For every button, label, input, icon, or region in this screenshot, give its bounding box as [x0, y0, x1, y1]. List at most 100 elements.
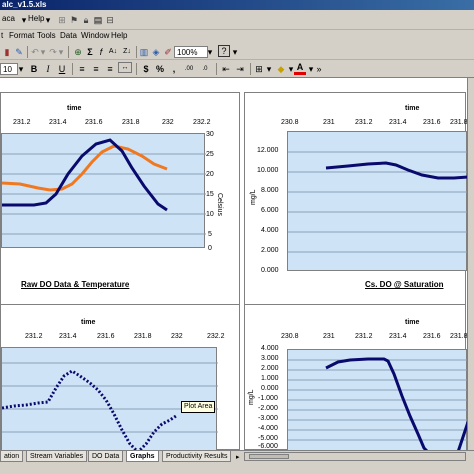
- worksheet[interactable]: time 231.2 231.4 231.6 231.8 232 232.2 3…: [0, 78, 474, 452]
- x-tick: 231.6: [423, 119, 441, 126]
- tab-do-data[interactable]: DO Data: [88, 451, 124, 462]
- menu-help[interactable]: Help: [28, 14, 45, 23]
- plot-area[interactable]: [1, 347, 218, 452]
- worksheet-icon[interactable]: ▤: [93, 15, 103, 25]
- y2-tick: 5: [208, 231, 212, 238]
- dropdown-arrow-icon[interactable]: ▾: [308, 64, 314, 74]
- align-center-icon[interactable]: ≡: [93, 64, 99, 74]
- x-tick: 231.2: [355, 333, 373, 340]
- sort-descending-icon[interactable]: Z↓: [123, 48, 131, 55]
- currency-button[interactable]: $: [143, 64, 149, 74]
- plot-area[interactable]: [287, 131, 468, 271]
- menu-item-aca[interactable]: aca: [2, 14, 15, 23]
- increase-decimal-icon[interactable]: .00: [184, 66, 194, 72]
- dropdown-arrow-icon[interactable]: ▾: [288, 64, 294, 74]
- hyperlink-icon[interactable]: ⊕: [74, 47, 82, 57]
- y-tick: 6.000: [261, 207, 279, 214]
- function-icon[interactable]: f: [99, 47, 103, 57]
- vertical-scrollbar[interactable]: [467, 78, 474, 450]
- y-tick: 10.000: [257, 167, 279, 174]
- plot-area[interactable]: [1, 133, 206, 248]
- dropdown-arrow-icon[interactable]: ▾: [21, 15, 27, 25]
- menu-format[interactable]: Format: [9, 31, 35, 40]
- drawing-icon[interactable]: ✐: [164, 47, 172, 57]
- flag-icon[interactable]: ⚑: [69, 15, 79, 25]
- chart-bottom-left[interactable]: time 231.2 231.4 231.6 231.8 232 232.2 P…: [0, 304, 240, 452]
- font-size-value: 10: [3, 65, 12, 74]
- increase-indent-icon[interactable]: ⇥: [236, 64, 244, 74]
- zoom-value: 100%: [177, 48, 198, 57]
- toolbar-separator: [72, 63, 73, 75]
- autosum-icon[interactable]: Σ: [87, 47, 93, 57]
- menu-item-t[interactable]: t: [1, 31, 4, 40]
- percent-button[interactable]: %: [155, 64, 164, 74]
- x-tick: 232.2: [193, 119, 211, 126]
- redo-icon[interactable]: ↷: [49, 47, 57, 57]
- tab-stream-variables[interactable]: Stream Variables: [26, 451, 88, 462]
- paste-icon[interactable]: ▮: [4, 47, 10, 57]
- y-axis-title: mg/L: [250, 189, 257, 205]
- italic-button[interactable]: I: [46, 64, 50, 74]
- dropdown-arrow-icon[interactable]: ▾: [207, 47, 213, 57]
- x-tick: 231: [323, 119, 335, 126]
- menu-help-main[interactable]: Help: [111, 31, 128, 40]
- y-tick: -4.000: [258, 425, 278, 432]
- sheet-tab-bar: ation Stream Variables DO Data Graphs Pr…: [0, 450, 474, 474]
- fill-color-icon[interactable]: ◆: [277, 64, 285, 74]
- grid-icon[interactable]: ⊞: [58, 15, 66, 25]
- dropdown-arrow-icon[interactable]: ▾: [18, 64, 24, 74]
- plot-area[interactable]: [287, 349, 468, 452]
- menu-data[interactable]: Data: [60, 31, 77, 40]
- x-tick: 232: [162, 119, 174, 126]
- dropdown-arrow-icon[interactable]: ▾: [266, 64, 272, 74]
- format-painter-icon[interactable]: ✎: [15, 47, 23, 57]
- comma-button[interactable]: ,: [172, 64, 176, 74]
- borders-icon[interactable]: ⊞: [255, 64, 263, 74]
- toolbar-options-icon[interactable]: »: [316, 64, 322, 74]
- merge-center-icon[interactable]: ↔: [118, 62, 132, 73]
- x-tick: 231: [323, 333, 335, 340]
- dropdown-arrow-icon[interactable]: ▾: [40, 47, 46, 57]
- y2-axis-title: Celsius: [216, 193, 223, 216]
- x-axis-title: time: [405, 105, 420, 112]
- dropdown-arrow-icon[interactable]: ▾: [232, 47, 238, 57]
- x-tick: 231.4: [59, 333, 77, 340]
- window-title-bar: alc_v1.5.xls: [0, 0, 474, 10]
- bold-button[interactable]: B: [30, 64, 38, 74]
- zoom-select[interactable]: 100%: [174, 46, 208, 58]
- scrollbar-thumb[interactable]: [249, 454, 289, 459]
- help-icon[interactable]: ?: [218, 45, 230, 57]
- sort-ascending-icon[interactable]: A↓: [108, 48, 118, 55]
- decrease-decimal-icon[interactable]: .0: [202, 66, 208, 72]
- undo-icon[interactable]: ↶: [31, 47, 39, 57]
- dropdown-arrow-icon[interactable]: ▾: [58, 47, 64, 57]
- tab-graphs[interactable]: Graphs: [126, 451, 159, 462]
- toolbar-separator: [216, 63, 217, 75]
- protect-icon[interactable]: ⊟: [106, 15, 114, 25]
- underline-button[interactable]: U: [58, 64, 66, 74]
- decrease-indent-icon[interactable]: ⇤: [222, 64, 230, 74]
- align-right-icon[interactable]: ≡: [107, 64, 113, 74]
- y-tick: -2.000: [258, 405, 278, 412]
- lock-icon[interactable]: 🔒︎: [83, 15, 89, 25]
- horizontal-scrollbar[interactable]: [244, 452, 466, 461]
- align-left-icon[interactable]: ≡: [79, 64, 85, 74]
- standard-toolbar-1: aca ▾ Help ▾ ⊞ ⚑ 🔒︎ ▤ ⊟: [0, 10, 474, 30]
- tab-scroll-icon[interactable]: ▸: [236, 454, 240, 461]
- x-tick: 231.8: [450, 333, 468, 340]
- y-tick: 3.000: [261, 355, 279, 362]
- chart-bottom-right[interactable]: time 230.8 231 231.2 231.4 231.6 231.8 4…: [244, 304, 468, 452]
- y2-tick: 25: [206, 151, 214, 158]
- chart-wizard-icon[interactable]: ▥: [139, 47, 149, 57]
- dropdown-arrow-icon[interactable]: ▾: [45, 15, 51, 25]
- bottom-right-series-tail: [456, 421, 468, 452]
- font-size-field[interactable]: 10: [0, 63, 18, 75]
- x-tick: 231.8: [134, 333, 152, 340]
- font-color-icon[interactable]: A: [294, 62, 306, 75]
- tab-productivity-results[interactable]: Productivity Results: [162, 451, 232, 462]
- menu-tools[interactable]: Tools: [37, 31, 56, 40]
- map-icon[interactable]: ◈: [152, 47, 160, 57]
- tab-ation[interactable]: ation: [0, 451, 24, 462]
- menu-window[interactable]: Window: [81, 31, 110, 40]
- x-tick: 232: [171, 333, 183, 340]
